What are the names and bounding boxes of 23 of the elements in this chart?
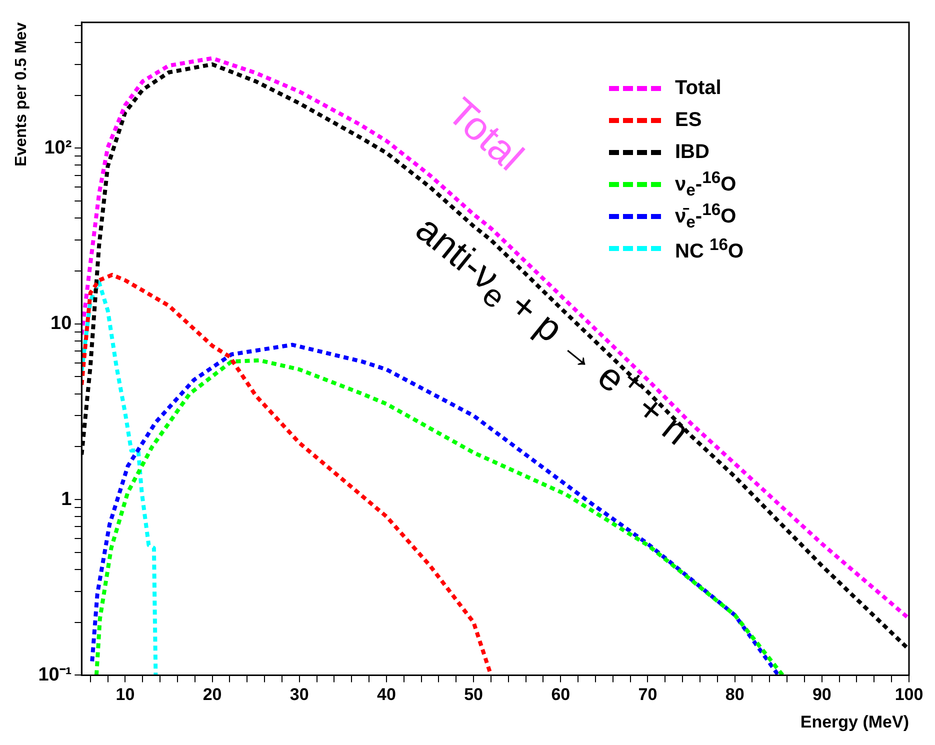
- x-tick-label: 100: [894, 685, 924, 704]
- legend-label: ES: [675, 108, 702, 134]
- x-tick-label: 90: [812, 685, 832, 704]
- x-tick-label: 80: [725, 685, 744, 704]
- legend-label: IBD: [675, 140, 710, 166]
- legend-label: NC $^{16}$O: [675, 235, 744, 263]
- x-tick-label: 60: [551, 685, 570, 704]
- x-tick-label: 40: [377, 685, 396, 704]
- y-tick-label: 10: [50, 313, 72, 334]
- x-tick-label: 20: [202, 685, 222, 704]
- line-series: [82, 280, 158, 676]
- x-tick-label: 30: [290, 685, 309, 704]
- y-tick-label: 10²: [44, 137, 72, 158]
- y-axis-title: Events per 0.5 Mev: [13, 22, 30, 166]
- x-tick-label: 50: [464, 685, 484, 704]
- x-axis-title: Energy (MeV): [800, 712, 909, 732]
- legend-label: Total: [675, 76, 722, 102]
- y-tick-label: 10⁻¹: [38, 664, 72, 686]
- x-tick-label: 10: [116, 685, 135, 704]
- legend-label: ν̄$_{e}$-$^{16}$O: [675, 200, 736, 232]
- legend-label: ν$_{e}$-$^{16}$O: [675, 168, 736, 200]
- x-tick-label: 70: [638, 685, 658, 704]
- y-tick-label: 1: [61, 488, 72, 510]
